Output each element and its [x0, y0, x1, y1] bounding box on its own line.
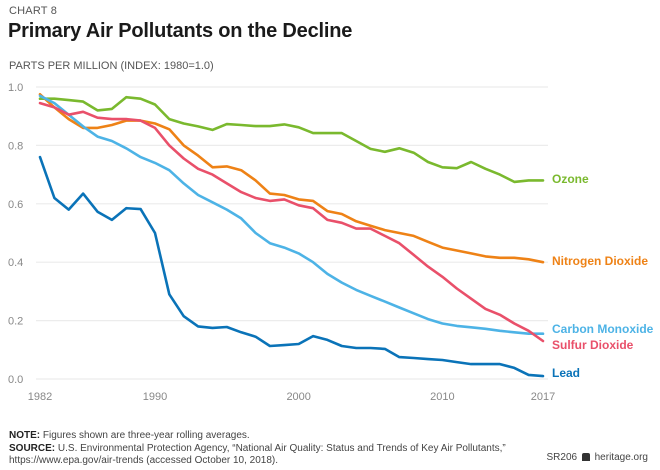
series-line-lead — [38, 155, 545, 378]
credit: SR206 heritage.org — [546, 452, 648, 463]
series-label: Ozone — [552, 172, 589, 186]
y-axis-ticks: 0.0 0.2 0.4 0.6 0.8 1.0 — [8, 82, 23, 386]
y-tick-label: 0.0 — [8, 374, 23, 386]
note-line: NOTE: Figures shown are three-year rolli… — [9, 430, 509, 443]
source-text: U.S. Environmental Protection Agency, “N… — [9, 442, 506, 467]
chart-number: CHART 8 — [9, 5, 58, 17]
y-tick-label: 1.0 — [8, 82, 23, 94]
liberty-bell-icon — [581, 453, 590, 461]
x-tick-label: 2010 — [430, 391, 454, 403]
series-label: Lead — [552, 366, 580, 380]
series-lines — [38, 93, 545, 378]
source-label: SOURCE: — [9, 442, 56, 454]
chart-title: Primary Air Pollutants on the Decline — [8, 20, 353, 42]
y-tick-label: 0.4 — [8, 257, 23, 269]
footer-notes: NOTE: Figures shown are three-year rolli… — [9, 430, 509, 468]
y-tick-label: 0.8 — [8, 140, 23, 152]
line-chart: 0.00.20.40.60.81.0 1982 1990 2000 2010 2017 … — [8, 82, 654, 403]
y-tick-label: 0.2 — [8, 316, 23, 328]
note-text: Figures shown are three-year rolling ave… — [40, 430, 250, 441]
series-label: Carbon Monoxide — [552, 322, 654, 336]
y-tick-label: 0.6 — [8, 199, 23, 211]
x-tick-label: 1990 — [143, 391, 167, 403]
report-id: SR206 — [546, 452, 578, 463]
x-tick-label: 1982 — [28, 391, 52, 403]
gridlines — [36, 86, 548, 380]
series-label: Nitrogen Dioxide — [552, 254, 648, 268]
series-labels: Ozone Nitrogen Dioxide Carbon Monoxide Sulf… — [552, 172, 654, 380]
series-line-nitrogen-dioxide — [38, 93, 545, 264]
note-label: NOTE: — [9, 430, 41, 441]
x-tick-label: 2000 — [286, 391, 310, 403]
series-label: Sulfur Dioxide — [552, 338, 634, 352]
series-line-carbon-monoxide — [38, 94, 545, 336]
series-line-sulfur-dioxide — [38, 101, 545, 343]
site-link[interactable]: heritage.org — [594, 452, 648, 463]
y-axis-units-label: PARTS PER MILLION (INDEX: 1980=1.0) — [9, 60, 214, 72]
x-tick-label: 2017 — [531, 391, 555, 403]
source-line: SOURCE: U.S. Environmental Protection Ag… — [9, 443, 509, 468]
x-axis-ticks: 1982 1990 2000 2010 2017 — [28, 391, 555, 403]
series-line-ozone — [38, 95, 545, 184]
